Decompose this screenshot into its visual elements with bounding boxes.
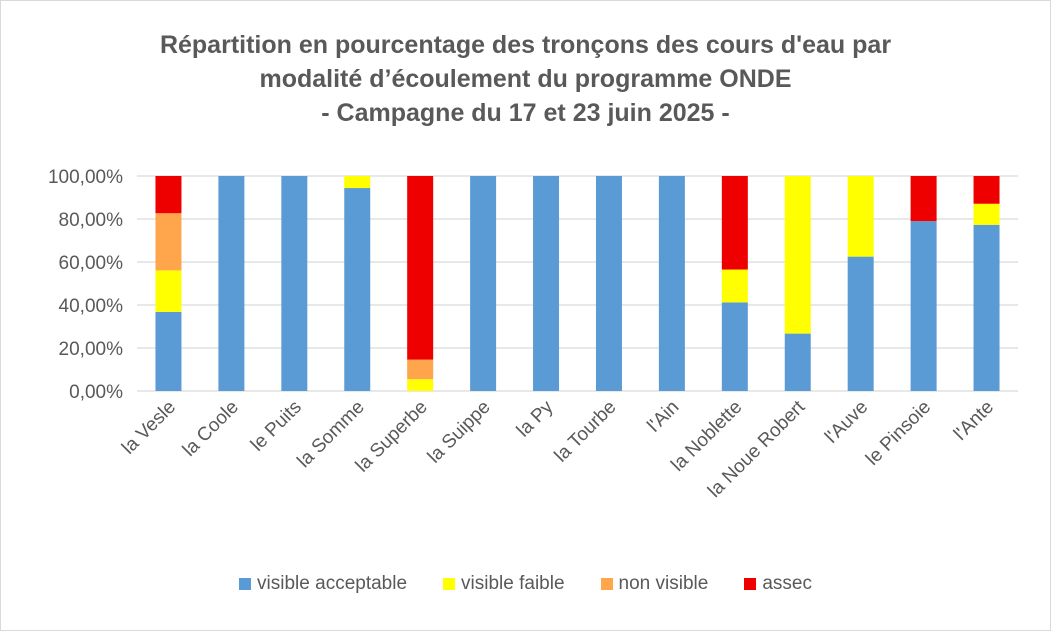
x-category-label: l'Auve xyxy=(821,397,872,448)
bar-segment-visible-faible xyxy=(784,176,811,334)
bar-segment-visible-acceptable xyxy=(658,176,685,391)
x-category-label: la Vesle xyxy=(118,397,180,459)
bar-segment-visible-acceptable xyxy=(533,176,560,391)
bar-segment-assec xyxy=(973,176,1000,204)
title-line-2: modalité d’écoulement du programme ONDE xyxy=(259,65,792,93)
bar-segment-visible-acceptable xyxy=(155,311,182,391)
bar-segment-visible-acceptable xyxy=(344,188,371,391)
bar-segment-assec xyxy=(407,176,434,360)
bar-segment-assec xyxy=(721,176,748,270)
y-axis-ticks: 0,00% 20,00% 40,00% 60,00% 80,00% 100,00% xyxy=(48,167,123,403)
y-tick-label: 80,00% xyxy=(59,210,124,231)
bar-segment-visible-acceptable xyxy=(973,224,1000,391)
bar-segment-visible-acceptable xyxy=(910,221,937,391)
x-category-label: la Py xyxy=(513,396,558,441)
bar-segment-non-visible xyxy=(407,359,434,380)
bar-segment-visible-faible xyxy=(407,379,434,391)
legend-label: non visible xyxy=(618,573,709,594)
y-tick-label: 0,00% xyxy=(69,382,123,403)
legend-label: visible faible xyxy=(461,573,565,594)
x-category-label: la Suippe xyxy=(424,397,495,468)
bar-segment-visible-acceptable xyxy=(470,176,497,391)
y-tick-label: 20,00% xyxy=(59,339,124,360)
bar-segment-assec xyxy=(155,176,182,214)
legend-item: non visible xyxy=(600,573,709,595)
bar-segment-visible-faible xyxy=(847,176,874,257)
x-category-label: l'Ain xyxy=(644,397,684,437)
title-line-3: - Campagne du 17 et 23 juin 2025 - xyxy=(321,99,730,127)
legend-item: assec xyxy=(744,573,812,595)
legend: visible acceptable visible faible non visi… xyxy=(0,573,1051,595)
bar-segment-visible-acceptable xyxy=(281,176,308,391)
legend-swatch xyxy=(744,578,757,590)
bar-segment-visible-acceptable xyxy=(721,302,748,391)
legend-label: visible acceptable xyxy=(257,573,408,594)
bar-segment-visible-faible xyxy=(973,203,1000,225)
bar-segment-visible-acceptable xyxy=(847,256,874,391)
x-category-label: le Puits xyxy=(247,397,306,456)
y-tick-label: 100,00% xyxy=(48,167,123,188)
bar-segment-assec xyxy=(910,176,937,222)
bar-segment-visible-faible xyxy=(344,176,371,189)
bar-segment-visible-faible xyxy=(155,270,182,312)
legend-item: visible faible xyxy=(443,573,565,595)
legend-item: visible acceptable xyxy=(239,573,407,595)
bar-segment-visible-faible xyxy=(721,269,748,303)
bar-segment-visible-acceptable xyxy=(218,176,245,391)
x-category-label: l'Ante xyxy=(950,397,998,445)
gridlines xyxy=(137,175,1018,392)
title-line-1: Répartition en pourcentage des tronçons … xyxy=(159,31,892,59)
bar-segment-visible-acceptable xyxy=(784,333,811,391)
bars xyxy=(155,176,1000,391)
bar-segment-visible-acceptable xyxy=(595,176,622,391)
bar-segment-non-visible xyxy=(155,213,182,271)
x-category-label: le Pinsoie xyxy=(862,397,935,470)
y-tick-label: 60,00% xyxy=(59,253,124,274)
x-category-label: la Tourbe xyxy=(551,397,621,467)
chart-title: Répartition en pourcentage des tronçons … xyxy=(0,28,1051,130)
legend-swatch xyxy=(600,578,613,590)
x-category-label: la Coole xyxy=(179,397,243,461)
legend-swatch xyxy=(443,578,456,590)
legend-swatch xyxy=(239,578,252,590)
y-tick-label: 40,00% xyxy=(59,296,124,317)
legend-label: assec xyxy=(762,573,812,594)
